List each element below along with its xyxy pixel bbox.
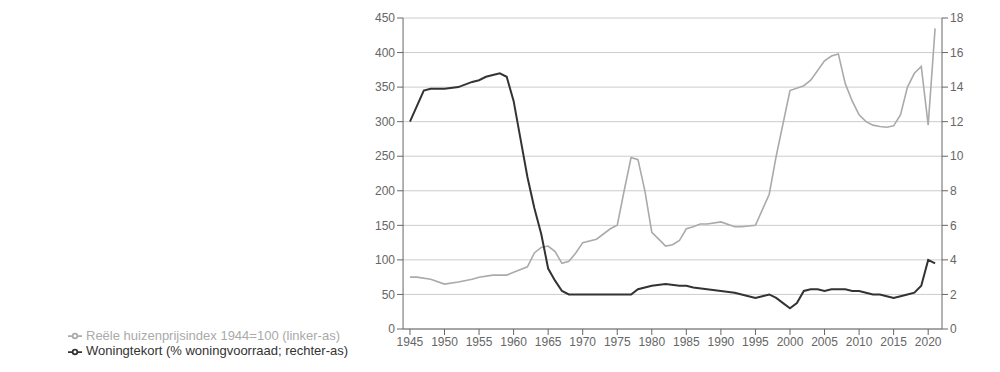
svg-text:150: 150 [375,219,395,233]
svg-text:1970: 1970 [569,335,596,349]
svg-text:0: 0 [388,322,395,336]
svg-text:16: 16 [950,46,964,60]
svg-text:2010: 2010 [846,335,873,349]
svg-text:450: 450 [375,11,395,25]
svg-text:350: 350 [375,80,395,94]
html-text:Woningtekort (% woningvoorraad: Woningtekort (% woningvoorraad; rechter-… [86,343,348,359]
svg-text:250: 250 [375,149,395,163]
svg-text:8: 8 [950,184,957,198]
svg-text:2020: 2020 [915,335,942,349]
svg-text:1955: 1955 [466,335,493,349]
svg-text:2000: 2000 [777,335,804,349]
html-text:Reële huizenprijsindex 1944=10: Reële huizenprijsindex 1944=100 (linker-… [86,327,340,343]
svg-text:2: 2 [950,288,957,302]
svg-text:12: 12 [950,115,964,129]
svg-text:1980: 1980 [638,335,665,349]
svg-text:50: 50 [382,288,396,302]
svg-text:2015: 2015 [880,335,907,349]
svg-text:200: 200 [375,184,395,198]
svg-text:14: 14 [950,80,964,94]
svg-text:1975: 1975 [604,335,631,349]
svg-text:1950: 1950 [431,335,458,349]
svg-text:1945: 1945 [397,335,424,349]
svg-text:1960: 1960 [500,335,527,349]
svg-text:300: 300 [375,115,395,129]
svg-text:4: 4 [950,253,957,267]
svg-text:100: 100 [375,253,395,267]
svg-text:1985: 1985 [673,335,700,349]
svg-text:400: 400 [375,46,395,60]
svg-text:6: 6 [950,219,957,233]
svg-text:18: 18 [950,11,964,25]
svg-text:1990: 1990 [708,335,735,349]
svg-text:0: 0 [950,322,957,336]
svg-text:1965: 1965 [535,335,562,349]
svg-text:10: 10 [950,149,964,163]
svg-text:2005: 2005 [811,335,838,349]
svg-text:1995: 1995 [742,335,769,349]
